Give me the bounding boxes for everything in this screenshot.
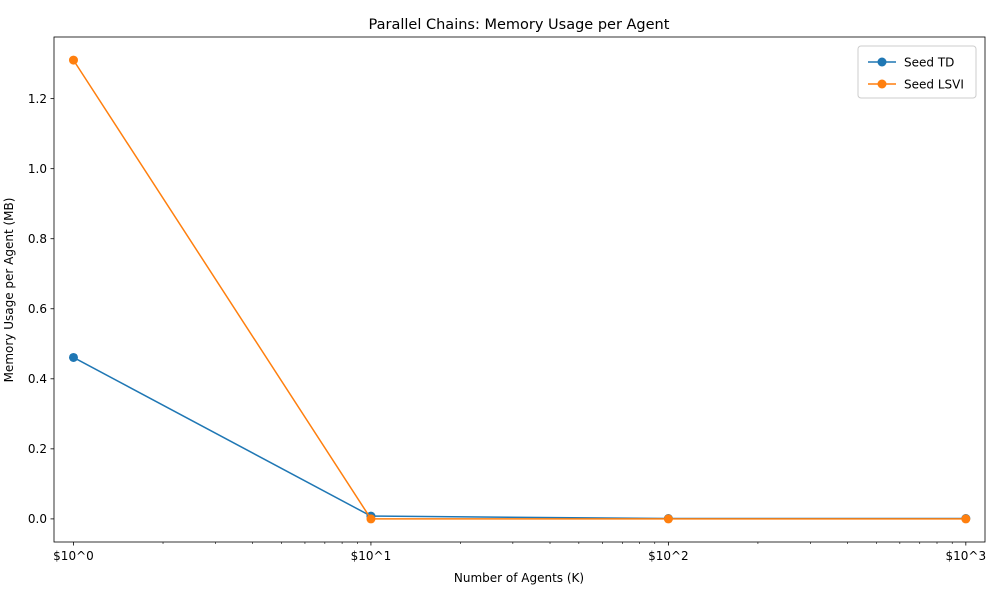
x-tick-label: $10^0 [53, 549, 94, 563]
series-point-1 [961, 514, 971, 524]
series-line-1 [72, 59, 966, 520]
y-tick-label: 0.2 [28, 442, 47, 456]
y-tick-label: 1.2 [28, 92, 47, 106]
legend-marker-1 [877, 79, 887, 89]
x-tick-label: $10^2 [648, 549, 689, 563]
chart-title: Parallel Chains: Memory Usage per Agent [369, 17, 670, 33]
plot-area: $10^0 $10^1 $10^2 $10^3 0.0 0.2 0.4 0.6 0.8 1.0 1.… [28, 36, 987, 563]
y-axis-title: Memory Usage per Agent (MB) [2, 198, 16, 383]
y-tick-label: 0.4 [28, 372, 47, 386]
series-point-0 [68, 352, 78, 362]
legend-label-0: Seed TD [904, 55, 954, 69]
legend-box [857, 45, 977, 99]
x-tick-label: $10^3 [946, 549, 987, 563]
series-point-1 [366, 514, 376, 524]
x-axis-title: Number of Agents (K) [454, 571, 584, 585]
y-tick-label: 0.0 [28, 512, 47, 526]
y-tick-label: 0.6 [28, 302, 47, 316]
legend-label-1: Seed LSVI [904, 77, 964, 91]
plot-frame [53, 36, 986, 543]
y-tick-label: 0.8 [28, 232, 47, 246]
series-point-1 [663, 514, 673, 524]
legend: Seed TD Seed LSVI [857, 45, 977, 99]
x-tick-label: $10^1 [351, 549, 392, 563]
y-tick-label: 1.0 [28, 162, 47, 176]
series-point-1 [68, 55, 78, 65]
legend-marker-0 [877, 57, 887, 67]
